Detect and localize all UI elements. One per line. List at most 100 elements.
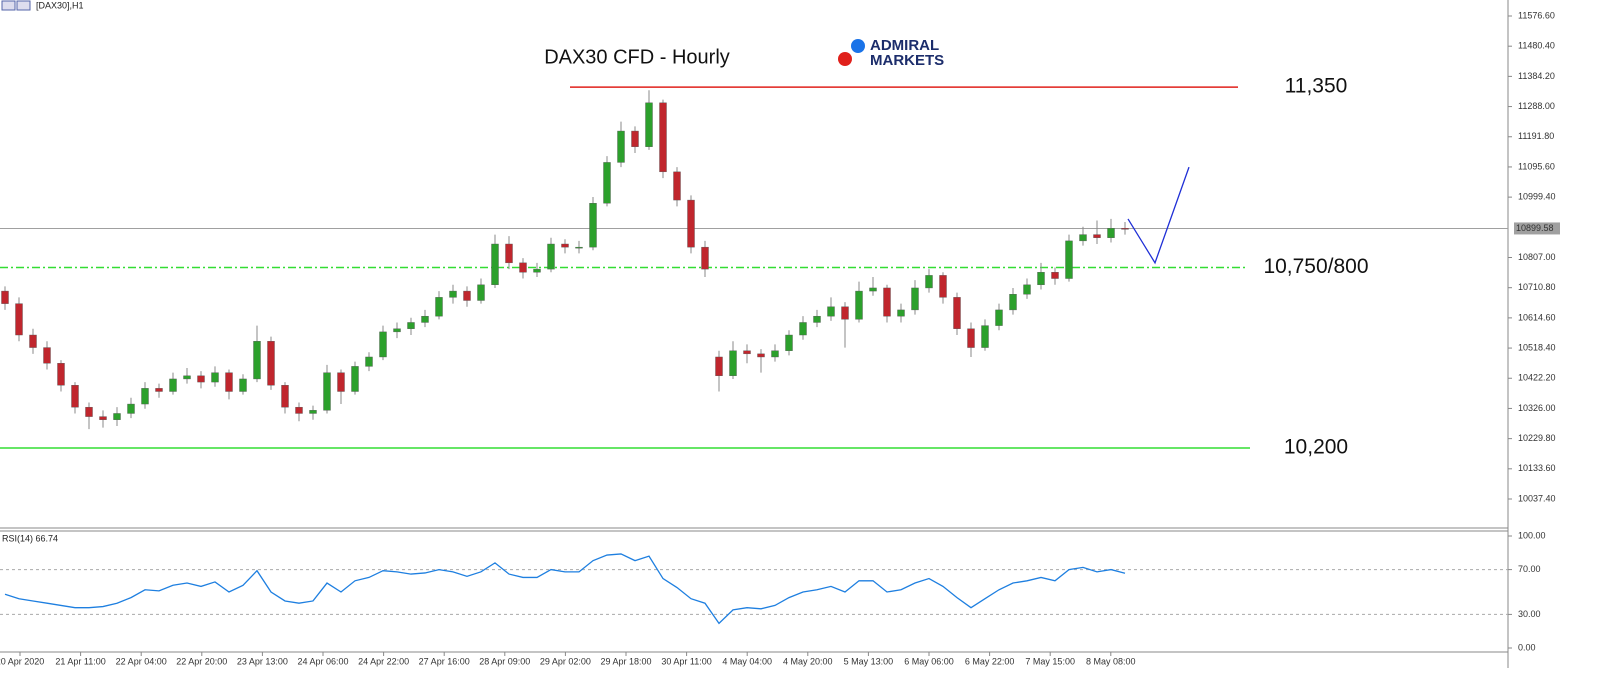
candle-body: [603, 162, 611, 204]
candle-body: [155, 388, 163, 392]
x-tick-label: 4 May 20:00: [783, 656, 833, 666]
y-tick-label: 10710.80: [1518, 282, 1556, 292]
candle-body: [127, 403, 135, 414]
y-tick-label: 10422.20: [1518, 373, 1556, 383]
last-price-label: 10899.58: [1516, 223, 1554, 233]
candle-body: [491, 243, 499, 286]
y-tick-label: 10614.60: [1518, 312, 1556, 322]
header-icon: [1, 0, 16, 11]
candle-body: [869, 287, 877, 292]
projection-line: [1127, 166, 1190, 265]
level-label: 10,750/800: [1263, 255, 1368, 278]
candle-body: [575, 246, 583, 249]
x-tick-label: 24 Apr 06:00: [297, 656, 348, 666]
candle-body: [1051, 272, 1059, 279]
candle-body: [533, 268, 541, 273]
candle-body: [505, 243, 513, 264]
x-tick-label: 7 May 15:00: [1025, 656, 1075, 666]
candle-body: [365, 356, 373, 367]
x-tick-label: 8 May 08:00: [1086, 656, 1136, 666]
candle-body: [897, 309, 905, 317]
candle-body: [295, 406, 303, 414]
symbol-header: [DAX30],H1: [36, 0, 84, 10]
candle-body: [71, 385, 79, 408]
rsi-tick-label: 30.00: [1518, 609, 1541, 619]
candle-body: [785, 334, 793, 351]
candle-body: [841, 306, 849, 320]
candle-body: [393, 328, 401, 333]
candle-body: [547, 243, 555, 270]
y-tick-label: 10326.00: [1518, 403, 1556, 413]
candle-body: [953, 297, 961, 329]
candle-body: [435, 297, 443, 317]
y-tick-label: 11288.00: [1518, 101, 1555, 111]
candle-body: [197, 375, 205, 383]
candle-body: [1023, 284, 1031, 295]
chart-title: DAX30 CFD - Hourly: [544, 46, 730, 68]
x-tick-label: 29 Apr 18:00: [600, 656, 651, 666]
candle-body: [519, 262, 527, 273]
candle-body: [29, 334, 37, 348]
rsi-tick-label: 70.00: [1518, 564, 1541, 574]
candle-body: [631, 130, 639, 147]
x-tick-label: 24 Apr 22:00: [358, 656, 409, 666]
header-icon: [16, 0, 31, 11]
candle-body: [981, 325, 989, 348]
candle-body: [225, 372, 233, 392]
x-tick-label: 4 May 04:00: [722, 656, 772, 666]
y-tick-label: 10037.40: [1518, 493, 1556, 503]
candle-body: [309, 410, 317, 414]
candle-body: [337, 372, 345, 392]
x-tick-label: 21 Apr 11:00: [55, 656, 105, 666]
rsi-line: [4, 553, 1126, 625]
logo-dot: [851, 39, 865, 53]
y-tick-label: 10999.40: [1518, 192, 1556, 202]
candle-body: [1037, 272, 1045, 286]
candle-body: [379, 331, 387, 358]
candle-body: [561, 243, 569, 248]
y-tick-label: 11191.80: [1518, 131, 1554, 141]
candle-body: [687, 199, 695, 248]
y-tick-label: 11480.40: [1518, 41, 1555, 51]
x-tick-label: 6 May 06:00: [904, 656, 954, 666]
rsi-tick-label: 0.00: [1518, 642, 1536, 652]
candle-body: [715, 356, 723, 377]
candle-body: [183, 375, 191, 380]
candle-body: [995, 309, 1003, 326]
candle-body: [589, 203, 597, 248]
y-tick-label: 10229.80: [1518, 433, 1556, 443]
x-tick-label: 30 Apr 11:00: [661, 656, 711, 666]
x-tick-label: 22 Apr 20:00: [176, 656, 227, 666]
candle-body: [855, 290, 863, 320]
y-tick-label: 11384.20: [1518, 71, 1555, 81]
candle-body: [757, 353, 765, 358]
candle-body: [673, 171, 681, 201]
candle-body: [1093, 234, 1101, 238]
candle-body: [827, 306, 835, 317]
candle-body: [85, 406, 93, 417]
candle-body: [925, 275, 933, 289]
candle-body: [113, 413, 121, 420]
x-tick-label: 28 Apr 09:00: [479, 656, 530, 666]
x-tick-label: 27 Apr 16:00: [419, 656, 470, 666]
candle-body: [463, 290, 471, 301]
candle-body: [211, 372, 219, 383]
candle-body: [323, 372, 331, 411]
y-tick-label: 10518.40: [1518, 342, 1556, 352]
candle-body: [239, 378, 247, 392]
candle-body: [281, 385, 289, 408]
candle-body: [351, 366, 359, 392]
candle-body: [449, 290, 457, 298]
candle-body: [701, 246, 709, 270]
rsi-label: RSI(14) 66.74: [2, 533, 58, 543]
y-tick-label: 11095.60: [1518, 161, 1555, 171]
brand-name: ADMIRAL: [870, 37, 939, 54]
x-tick-label: 5 May 13:00: [844, 656, 894, 666]
candle-body: [421, 315, 429, 323]
candle-body: [799, 322, 807, 336]
candle-body: [1009, 294, 1017, 311]
level-label: 10,200: [1284, 436, 1348, 459]
rsi-tick-label: 100.00: [1518, 530, 1546, 540]
candle-body: [729, 350, 737, 377]
x-tick-label: 23 Apr 13:00: [237, 656, 288, 666]
